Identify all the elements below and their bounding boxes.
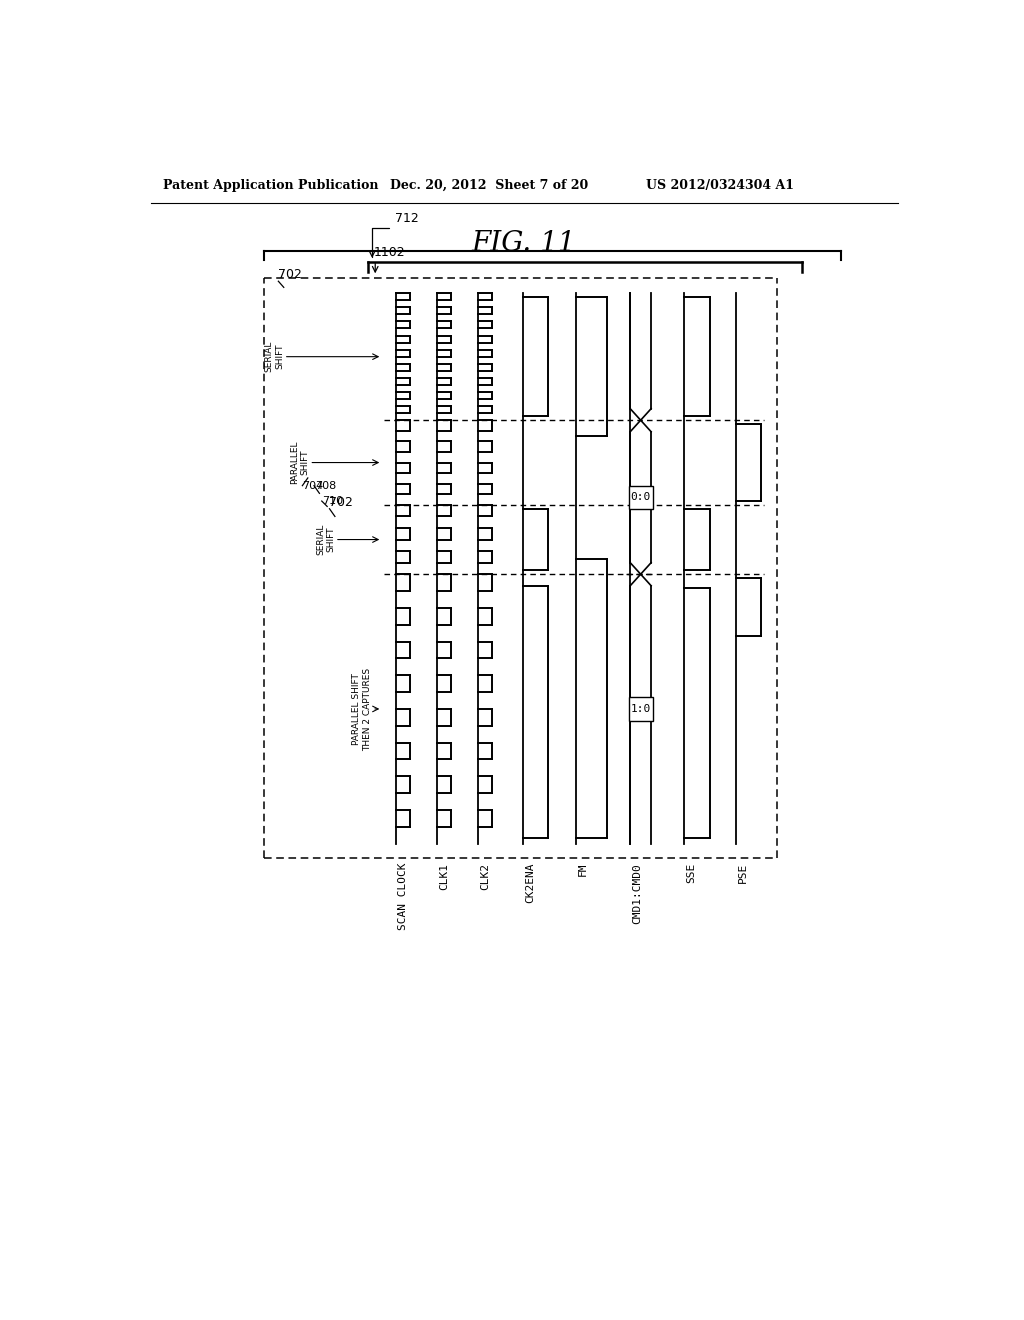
Text: 702: 702 <box>330 496 353 508</box>
Text: CK2ENA: CK2ENA <box>525 863 536 903</box>
Bar <box>629 486 652 508</box>
Text: SCAN CLOCK: SCAN CLOCK <box>398 863 409 931</box>
Text: PSE: PSE <box>737 863 748 883</box>
Text: SERIAL
SHIFT: SERIAL SHIFT <box>316 524 335 556</box>
Text: 710: 710 <box>322 496 343 506</box>
Text: PARALLEL SHIFT
THEN 2 CAPTURES: PARALLEL SHIFT THEN 2 CAPTURES <box>352 668 372 751</box>
Text: 708: 708 <box>315 480 337 491</box>
Text: 1:0: 1:0 <box>631 704 651 714</box>
Text: 0:0: 0:0 <box>631 492 651 502</box>
Text: 712: 712 <box>394 213 419 226</box>
Text: SSE: SSE <box>686 863 696 883</box>
Text: CMD1:CMD0: CMD1:CMD0 <box>632 863 642 924</box>
Text: 1102: 1102 <box>374 246 406 259</box>
Text: FIG. 11: FIG. 11 <box>471 230 575 256</box>
Text: PARALLEL
SHIFT: PARALLEL SHIFT <box>291 441 309 484</box>
Text: SERIAL
SHIFT: SERIAL SHIFT <box>265 341 285 372</box>
Text: US 2012/0324304 A1: US 2012/0324304 A1 <box>646 178 794 191</box>
Text: CLK1: CLK1 <box>439 863 450 890</box>
Text: FM: FM <box>578 863 588 876</box>
Bar <box>629 697 652 721</box>
Text: 704: 704 <box>302 480 324 491</box>
Text: CLK2: CLK2 <box>480 863 490 890</box>
Text: Dec. 20, 2012  Sheet 7 of 20: Dec. 20, 2012 Sheet 7 of 20 <box>390 178 588 191</box>
Text: Patent Application Publication: Patent Application Publication <box>163 178 379 191</box>
Text: 702: 702 <box>279 268 302 281</box>
